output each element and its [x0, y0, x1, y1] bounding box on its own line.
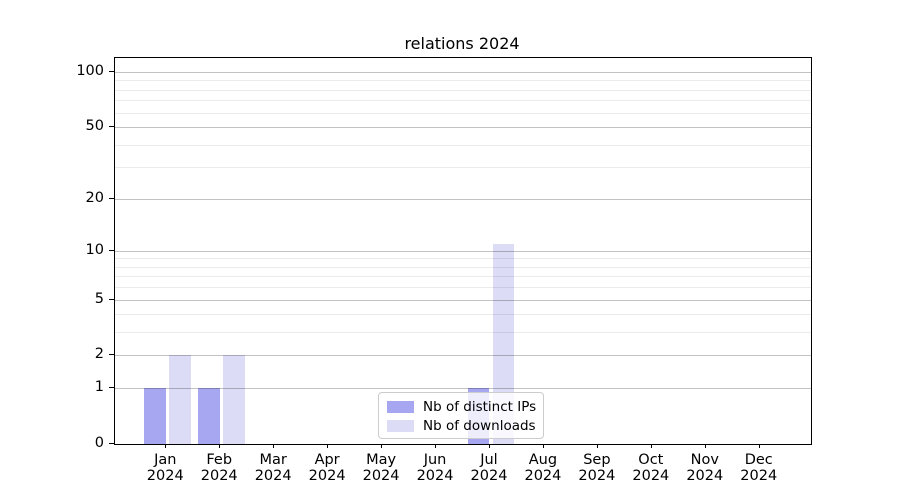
- legend: Nb of distinct IPs Nb of downloads: [378, 392, 544, 439]
- bar-downloads-feb: [223, 355, 245, 444]
- legend-label-downloads: Nb of downloads: [423, 417, 536, 434]
- y-tick-mark: [109, 354, 114, 356]
- x-tick-year: 2024: [362, 468, 400, 484]
- major-gridline: [115, 355, 811, 356]
- x-tick-mark: [381, 444, 383, 448]
- x-tick-year: 2024: [740, 468, 778, 484]
- x-tick-year: 2024: [146, 468, 184, 484]
- major-gridline: [115, 127, 811, 128]
- minor-gridline: [115, 258, 811, 259]
- minor-gridline: [115, 287, 811, 288]
- y-tick-mark: [109, 70, 114, 72]
- x-tick-label-may: May 2024: [345, 452, 417, 484]
- minor-gridline: [115, 113, 811, 114]
- y-tick-mark: [109, 249, 114, 251]
- x-tick-mark: [704, 444, 706, 448]
- bar-distinct-ips-feb: [198, 388, 220, 444]
- minor-gridline: [115, 90, 811, 91]
- minor-gridline: [115, 314, 811, 315]
- x-tick-mark: [488, 444, 490, 448]
- x-tick-year: 2024: [686, 468, 724, 484]
- x-tick-label-mar: Mar 2024: [237, 452, 309, 484]
- y-tick-mark: [109, 387, 114, 389]
- x-tick-year: 2024: [578, 468, 616, 484]
- major-gridline: [115, 300, 811, 301]
- y-tick-label: 10: [85, 241, 104, 258]
- legend-swatch-downloads-icon: [387, 419, 414, 432]
- chart-title: relations 2024: [404, 34, 520, 53]
- x-tick-mark: [650, 444, 652, 448]
- y-tick-mark: [109, 298, 114, 300]
- x-tick-mark: [327, 444, 329, 448]
- x-tick-mark: [542, 444, 544, 448]
- major-gridline: [115, 72, 811, 73]
- x-tick-label-jun: Jun 2024: [399, 452, 471, 484]
- y-tick-label: 100: [76, 62, 104, 79]
- x-tick-year: 2024: [308, 468, 346, 484]
- y-tick-label: 5: [94, 290, 104, 307]
- x-tick-mark: [758, 444, 760, 448]
- x-tick-mark: [273, 444, 275, 448]
- legend-swatch-distinct-ips-icon: [387, 400, 414, 413]
- major-gridline: [115, 251, 811, 252]
- x-tick-year: 2024: [254, 468, 292, 484]
- y-tick-label: 20: [85, 189, 104, 206]
- minor-gridline: [115, 267, 811, 268]
- bar-downloads-jan: [169, 355, 191, 444]
- x-tick-label-sep: Sep 2024: [561, 452, 633, 484]
- y-tick-label: 1: [94, 379, 104, 396]
- y-tick-mark: [109, 443, 114, 444]
- y-tick-mark: [109, 197, 114, 199]
- legend-item-distinct-ips: Nb of distinct IPs: [387, 398, 536, 415]
- major-gridline: [115, 388, 811, 389]
- minor-gridline: [115, 80, 811, 81]
- x-tick-mark: [596, 444, 598, 448]
- x-tick-mark: [435, 444, 437, 448]
- legend-label-distinct-ips: Nb of distinct IPs: [423, 398, 537, 415]
- x-tick-label-feb: Feb 2024: [183, 452, 255, 484]
- y-tick-label: 0: [94, 435, 104, 451]
- x-tick-year: 2024: [200, 468, 238, 484]
- bar-distinct-ips-jan: [144, 388, 166, 444]
- x-tick-label-jan: Jan 2024: [129, 452, 201, 484]
- x-tick-label-jul: Jul 2024: [453, 452, 525, 484]
- x-tick-year: 2024: [524, 468, 562, 484]
- x-tick-label-nov: Nov 2024: [669, 452, 741, 484]
- legend-item-downloads: Nb of downloads: [387, 417, 536, 434]
- x-tick-label-aug: Aug 2024: [507, 452, 579, 484]
- x-tick-label-dec: Dec 2024: [723, 452, 795, 484]
- y-tick-mark: [109, 125, 114, 127]
- plot-area: [114, 57, 812, 445]
- minor-gridline: [115, 167, 811, 168]
- major-gridline: [115, 199, 811, 200]
- minor-gridline: [115, 145, 811, 146]
- x-tick-year: 2024: [470, 468, 508, 484]
- minor-gridline: [115, 100, 811, 101]
- y-tick-label: 50: [85, 117, 104, 134]
- x-tick-mark: [219, 444, 221, 448]
- minor-gridline: [115, 332, 811, 333]
- y-tick-label: 2: [94, 346, 104, 363]
- x-tick-year: 2024: [632, 468, 670, 484]
- x-tick-label-apr: Apr 2024: [291, 452, 363, 484]
- x-tick-label-oct: Oct 2024: [615, 452, 687, 484]
- minor-gridline: [115, 276, 811, 277]
- x-tick-mark: [165, 444, 167, 448]
- x-tick-year: 2024: [416, 468, 454, 484]
